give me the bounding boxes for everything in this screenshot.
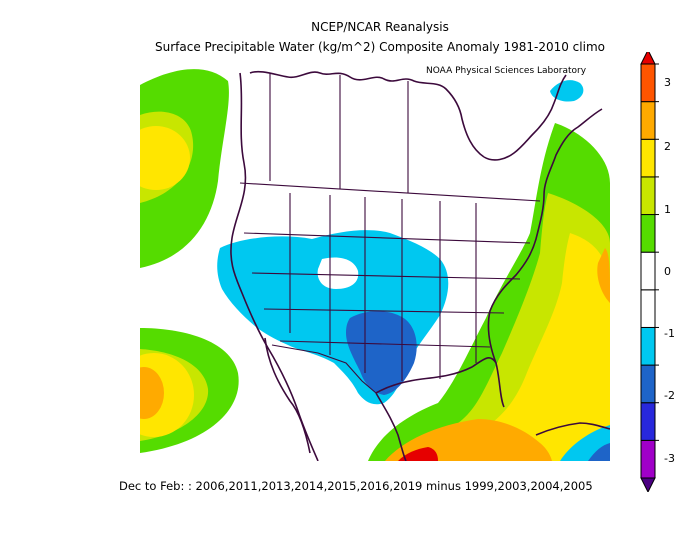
composite-years-caption: Dec to Feb: : 2006,2011,2013,2014,2015,2…: [119, 479, 593, 493]
colorbar-cell: [640, 326, 656, 366]
negative-anomaly-hudson: [550, 80, 584, 102]
anomaly-map: [114, 63, 611, 462]
colorbar-cells: [640, 48, 659, 494]
colorbar-cell: [640, 251, 656, 291]
positive-anomaly-gulf-red: [398, 447, 438, 461]
hudson-coastline: [483, 74, 567, 161]
negative-anomaly-caribbean-core: [588, 443, 610, 461]
colorbar-tick-label: -3: [664, 452, 675, 465]
us-canada-border: [239, 182, 541, 202]
colorbar-cap-bottom: [640, 477, 656, 494]
colorbar: [636, 48, 672, 494]
colorbar-tick-label: 3: [664, 76, 671, 89]
colorbar-tick-label: -1: [664, 327, 675, 340]
baja-coastline: [264, 337, 311, 454]
positive-anomaly-east-yellow: [418, 233, 610, 461]
colorbar-cell: [640, 364, 656, 404]
state-line-10: [279, 340, 491, 348]
colorbar-cell: [640, 402, 656, 441]
colorbar-cell: [640, 289, 656, 328]
colorbar-cell: [640, 138, 656, 178]
atlantic-coastline: [487, 108, 603, 364]
colorbar-tick-label: -2: [664, 389, 675, 402]
mexico-gulf-coastline: [375, 392, 407, 462]
colorbar-cap-top: [640, 48, 656, 65]
cuba-outline: [535, 422, 611, 436]
colorbar-cell: [640, 63, 656, 103]
gulf-coastline: [375, 356, 505, 408]
data-source-credit: NOAA Physical Sciences Laboratory: [426, 66, 587, 76]
coastlines: [230, 70, 611, 462]
state-line-7: [243, 232, 531, 244]
colorbar-tick-label: 1: [664, 203, 671, 216]
chart-title-line1: NCEP/NCAR Reanalysis: [311, 20, 449, 34]
political-borders: [239, 73, 541, 394]
neutral-island-central: [317, 257, 359, 289]
colorbar-tick-label: 2: [664, 140, 671, 153]
positive-anomaly-atlantic-orange: [597, 248, 610, 303]
pacific-coastline: [230, 72, 319, 462]
chart-title-line2: Surface Precipitable Water (kg/m^2) Comp…: [155, 40, 605, 54]
colorbar-tick-label: 0: [664, 265, 671, 278]
negative-anomaly-texas-core: [346, 311, 417, 395]
us-mexico-border: [271, 344, 377, 394]
state-line-9: [263, 308, 505, 314]
colorbar-svg: [640, 48, 659, 494]
colorbar-cell: [640, 101, 656, 140]
anomaly-map-svg: [114, 63, 611, 462]
state-line-8: [251, 272, 521, 280]
arctic-coastline: [249, 70, 485, 158]
colorbar-cell: [640, 214, 656, 253]
colorbar-cell: [640, 439, 656, 479]
colorbar-cell: [640, 176, 656, 216]
